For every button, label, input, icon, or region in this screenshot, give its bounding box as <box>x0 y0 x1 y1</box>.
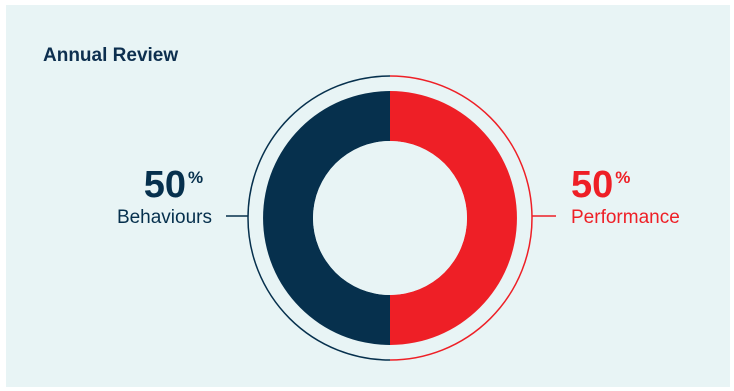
donut-hole <box>313 141 467 295</box>
performance-percent-value: 50 <box>571 164 613 206</box>
outer-ring-behaviours <box>247 75 391 361</box>
behaviours-label: Behaviours <box>117 207 212 228</box>
performance-percent-unit: % <box>615 168 630 187</box>
behaviours-percent-value: 50 <box>144 164 186 206</box>
chart-title: Annual Review <box>43 45 179 66</box>
outer-ring-performance <box>389 75 533 361</box>
outer-ring-arcs <box>247 75 533 361</box>
donut-slices <box>263 91 517 345</box>
performance-label: Performance <box>571 207 680 228</box>
donut-slice-behaviours <box>263 91 390 345</box>
behaviours-percent-unit: % <box>188 168 203 187</box>
donut-slice-performance <box>390 91 517 345</box>
